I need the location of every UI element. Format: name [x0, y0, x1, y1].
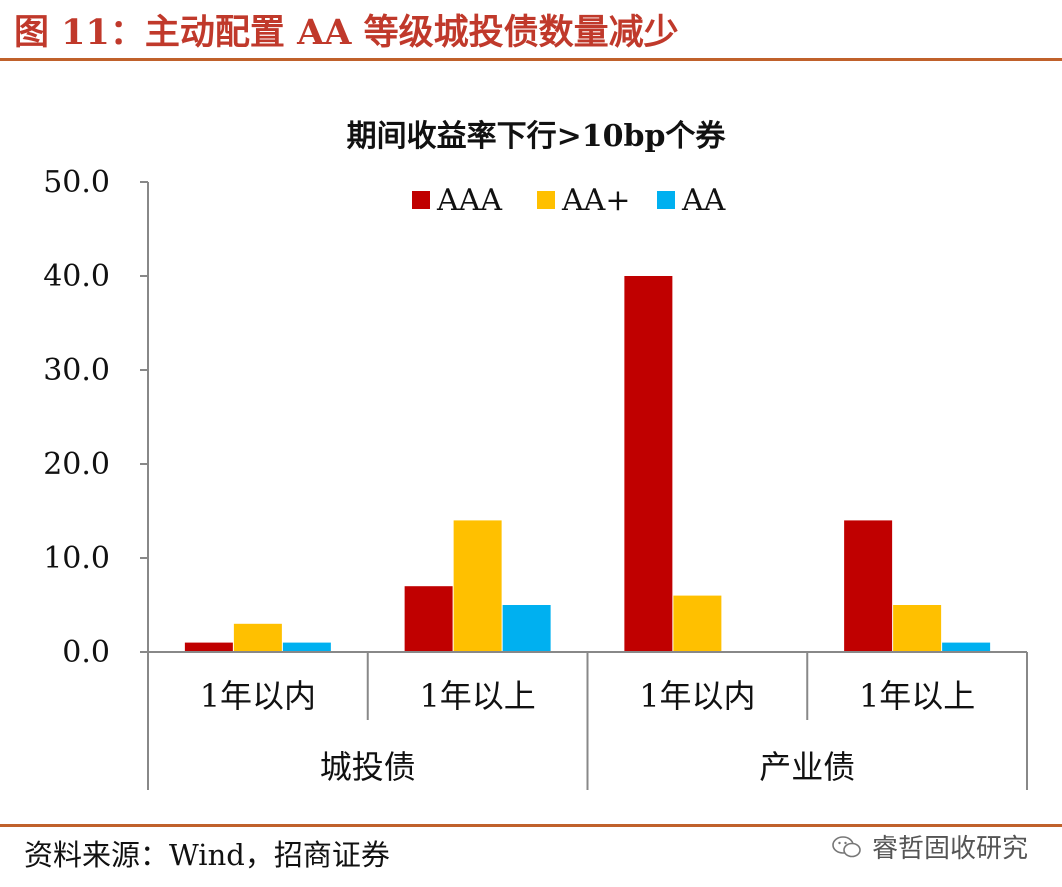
bar-chart: 期间收益率下行>10bp个券 AAA AA+ AA 0.0 10.0 20.0 30.0 4… — [43, 119, 1028, 790]
watermark: 睿哲固收研究 — [832, 828, 1028, 865]
chart-title: 期间收益率下行>10bp个券 — [347, 119, 727, 154]
y-tick-label: 50.0 — [43, 165, 110, 200]
y-tick-label: 20.0 — [43, 447, 110, 482]
bar-AA+-2 — [673, 595, 722, 652]
legend-swatch-AA+ — [537, 191, 555, 209]
bar-AAA-2 — [624, 276, 673, 652]
bar-AAA-3 — [844, 520, 893, 652]
legend-label-AA: AA — [681, 183, 726, 218]
legend: AAA AA+ AA — [412, 183, 726, 218]
y-tick-label: 10.0 — [43, 541, 110, 576]
y-tick-label: 30.0 — [43, 353, 110, 388]
bar-AA+-1 — [453, 520, 502, 652]
y-tick-label: 0.0 — [62, 635, 110, 670]
legend-label-AAA: AAA — [436, 183, 502, 218]
bars — [184, 276, 991, 652]
wechat-icon — [832, 835, 861, 857]
x-category-label: 1年以上 — [419, 677, 535, 715]
x-group-label: 城投债 — [320, 748, 416, 786]
x-category-label: 1年以内 — [200, 677, 316, 715]
figure-title: 图 11：主动配置 AA 等级城投债数量减少 — [14, 12, 679, 53]
bar-AA-1 — [502, 605, 551, 652]
bar-AAA-0 — [184, 642, 233, 652]
bar-AA+-0 — [233, 623, 282, 652]
bar-AA+-3 — [893, 605, 942, 652]
legend-swatch-AAA — [412, 191, 430, 209]
bar-AA-0 — [282, 642, 331, 652]
x-group-label: 产业债 — [759, 748, 855, 786]
y-tick-label: 40.0 — [43, 259, 110, 294]
legend-label-AA+: AA+ — [561, 183, 630, 218]
source-note: 资料来源：Wind，招商证券 — [24, 838, 390, 872]
bottom-divider — [0, 824, 1062, 827]
watermark-text: 睿哲固收研究 — [871, 834, 1028, 864]
bar-AAA-1 — [404, 586, 453, 652]
bar-AA-3 — [942, 642, 991, 652]
x-category-label: 1年以内 — [639, 677, 755, 715]
legend-swatch-AA — [657, 191, 675, 209]
x-category-label: 1年以上 — [859, 677, 975, 715]
top-divider — [0, 58, 1062, 61]
